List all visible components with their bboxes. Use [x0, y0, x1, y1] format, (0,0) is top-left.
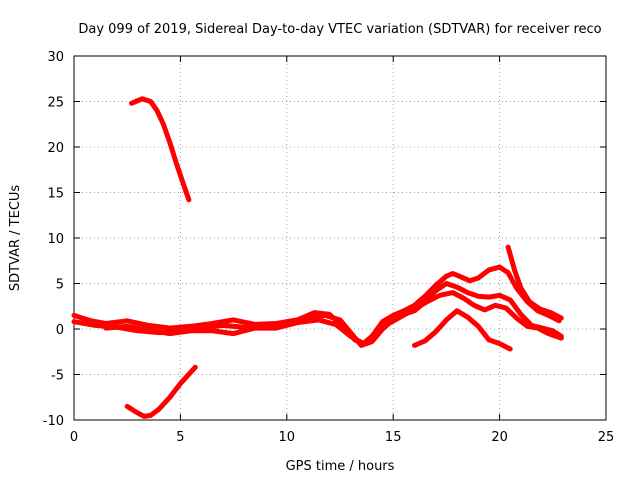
x-axis-label: GPS time / hours	[286, 459, 395, 474]
series-arc-upper-early	[129, 96, 192, 203]
series-group	[71, 96, 564, 419]
series-main-band-c	[103, 290, 564, 347]
series-late-spike	[505, 244, 564, 321]
y-axis-label: SDTVAR / TECUs	[8, 185, 23, 292]
grid	[74, 56, 606, 420]
y-tick-label: 15	[47, 187, 64, 202]
y-tick-label: 5	[56, 278, 64, 293]
x-tick-label: 25	[598, 430, 615, 445]
x-tick-label: 5	[176, 430, 184, 445]
y-tick-label: -5	[51, 369, 64, 384]
y-tick-label: 20	[47, 141, 64, 156]
x-tick-label: 15	[385, 430, 402, 445]
y-tick-label: -10	[43, 414, 64, 429]
y-tick-label: 10	[47, 232, 64, 247]
y-tick-label: 0	[56, 323, 64, 338]
series-evening-arc	[412, 308, 513, 352]
y-tick-label: 30	[47, 50, 64, 65]
x-tick-label: 0	[70, 430, 78, 445]
series-arc-lower-early	[124, 364, 198, 419]
y-tick-label: 25	[47, 96, 64, 111]
axis-ticks: 0 5 10 15 20 25 -10 -5 0 5 10 15 20 25 30	[43, 50, 615, 445]
x-tick-label: 10	[279, 430, 296, 445]
series-main-band-a	[71, 264, 562, 347]
chart-title: Day 099 of 2019, Sidereal Day-to-day VTE…	[78, 22, 601, 37]
x-tick-label: 20	[491, 430, 508, 445]
